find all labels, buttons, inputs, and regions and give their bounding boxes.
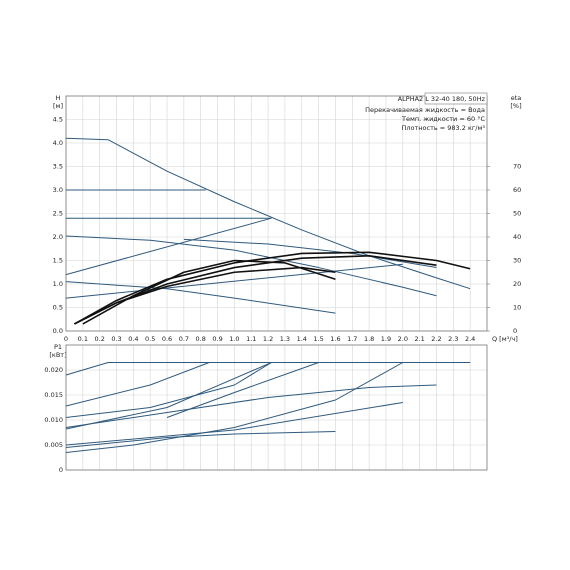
x-tick-label: 1.5 [313,335,323,343]
x-tick-label: 0.5 [145,335,155,343]
y2-tick-label: 70 [513,163,521,171]
y-tick-label: 0.005 [44,441,63,449]
curve [74,251,471,325]
curve [82,259,336,325]
y-tick-label: 1.0 [53,280,63,288]
curve [65,281,336,314]
x-tick-label: 0.1 [78,335,88,343]
annotation: Темп. жидкости = 60 °C [401,115,485,123]
y-unit: [м] [53,102,63,110]
curve [65,362,210,407]
x-tick-label: 0.6 [162,335,172,343]
curve [183,238,437,269]
y-unit: [кВт] [49,351,66,359]
curve [74,266,336,325]
y-tick-label: 3.5 [53,163,63,171]
y-tick-label: 4.5 [53,116,63,124]
info-header-box [424,92,488,105]
x-tick-label: 2.2 [431,335,441,343]
x-tick-label: 1.6 [330,335,340,343]
x-tick-label: 1.2 [263,335,273,343]
x-tick-label: 0.3 [111,335,121,343]
y-tick-label: 0 [59,466,63,474]
curve [65,362,404,453]
x-tick-label: 2.1 [414,335,424,343]
y-tick-label: 0.020 [44,366,63,374]
x-tick-label: 1.4 [297,335,307,343]
y-tick-label: 0.010 [44,416,63,424]
y-tick-label: 4.0 [53,139,63,147]
y2-tick-label: 60 [513,186,521,194]
y-tick-label: 0.015 [44,391,63,399]
x-tick-label: 0.2 [95,335,105,343]
y2-label: eta [511,94,522,102]
x-tick-label: 0.4 [128,335,138,343]
x-tick-label: 1.9 [381,335,391,343]
curve [65,431,336,448]
annotation: Плотность = 983.2 кг/м³ [401,124,485,132]
y-tick-label: 0.0 [53,327,63,335]
x-tick-label: 1.0 [229,335,239,343]
x-tick-label: 2.3 [448,335,458,343]
curve [65,384,437,428]
x-tick-label: 1.7 [347,335,357,343]
y-tick-label: 1.5 [53,257,63,265]
y2-tick-label: 40 [513,233,521,241]
y-label: P1 [54,343,62,351]
y2-tick-label: 20 [513,280,521,288]
plot-frame [65,95,488,332]
y-label: H [56,94,61,102]
info-box: ALPHA2 L 32-40 180, 50Hz Перекачиваемая … [365,92,488,132]
x-tick-label: 0.8 [196,335,206,343]
curve [65,362,272,430]
annotation: Перекачиваемая жидкость = Вода [365,106,485,114]
x-tick-label: 1.3 [280,335,290,343]
plot-frame [65,344,488,471]
y-tick-label: 2.5 [53,210,63,218]
curve [65,402,403,446]
curve [65,263,403,299]
y2-tick-label: 10 [513,304,521,312]
x-tick-label: 0.7 [179,335,189,343]
x-tick-label: 0 [64,335,68,343]
curve [166,362,319,418]
x-label: Q [м³/ч] [492,335,518,343]
curve [65,362,471,376]
y2-tick-label: 50 [513,210,521,218]
x-tick-label: 0.9 [212,335,222,343]
curve [65,217,272,276]
y2-tick-label: 30 [513,257,521,265]
y-tick-label: 0.5 [53,304,63,312]
x-tick-label: 1.8 [364,335,374,343]
x-tick-label: 2.0 [398,335,408,343]
y-tick-label: 2.0 [53,233,63,241]
y2-unit: [%] [510,102,521,110]
curve [65,235,437,297]
y-tick-label: 3.0 [53,186,63,194]
chart-title: ALPHA2 L 32-40 180, 50Hz [398,95,486,103]
y2-tick-label: 0 [513,327,517,335]
x-tick-label: 1.1 [246,335,256,343]
curve [65,137,471,290]
x-tick-label: 2.4 [465,335,475,343]
